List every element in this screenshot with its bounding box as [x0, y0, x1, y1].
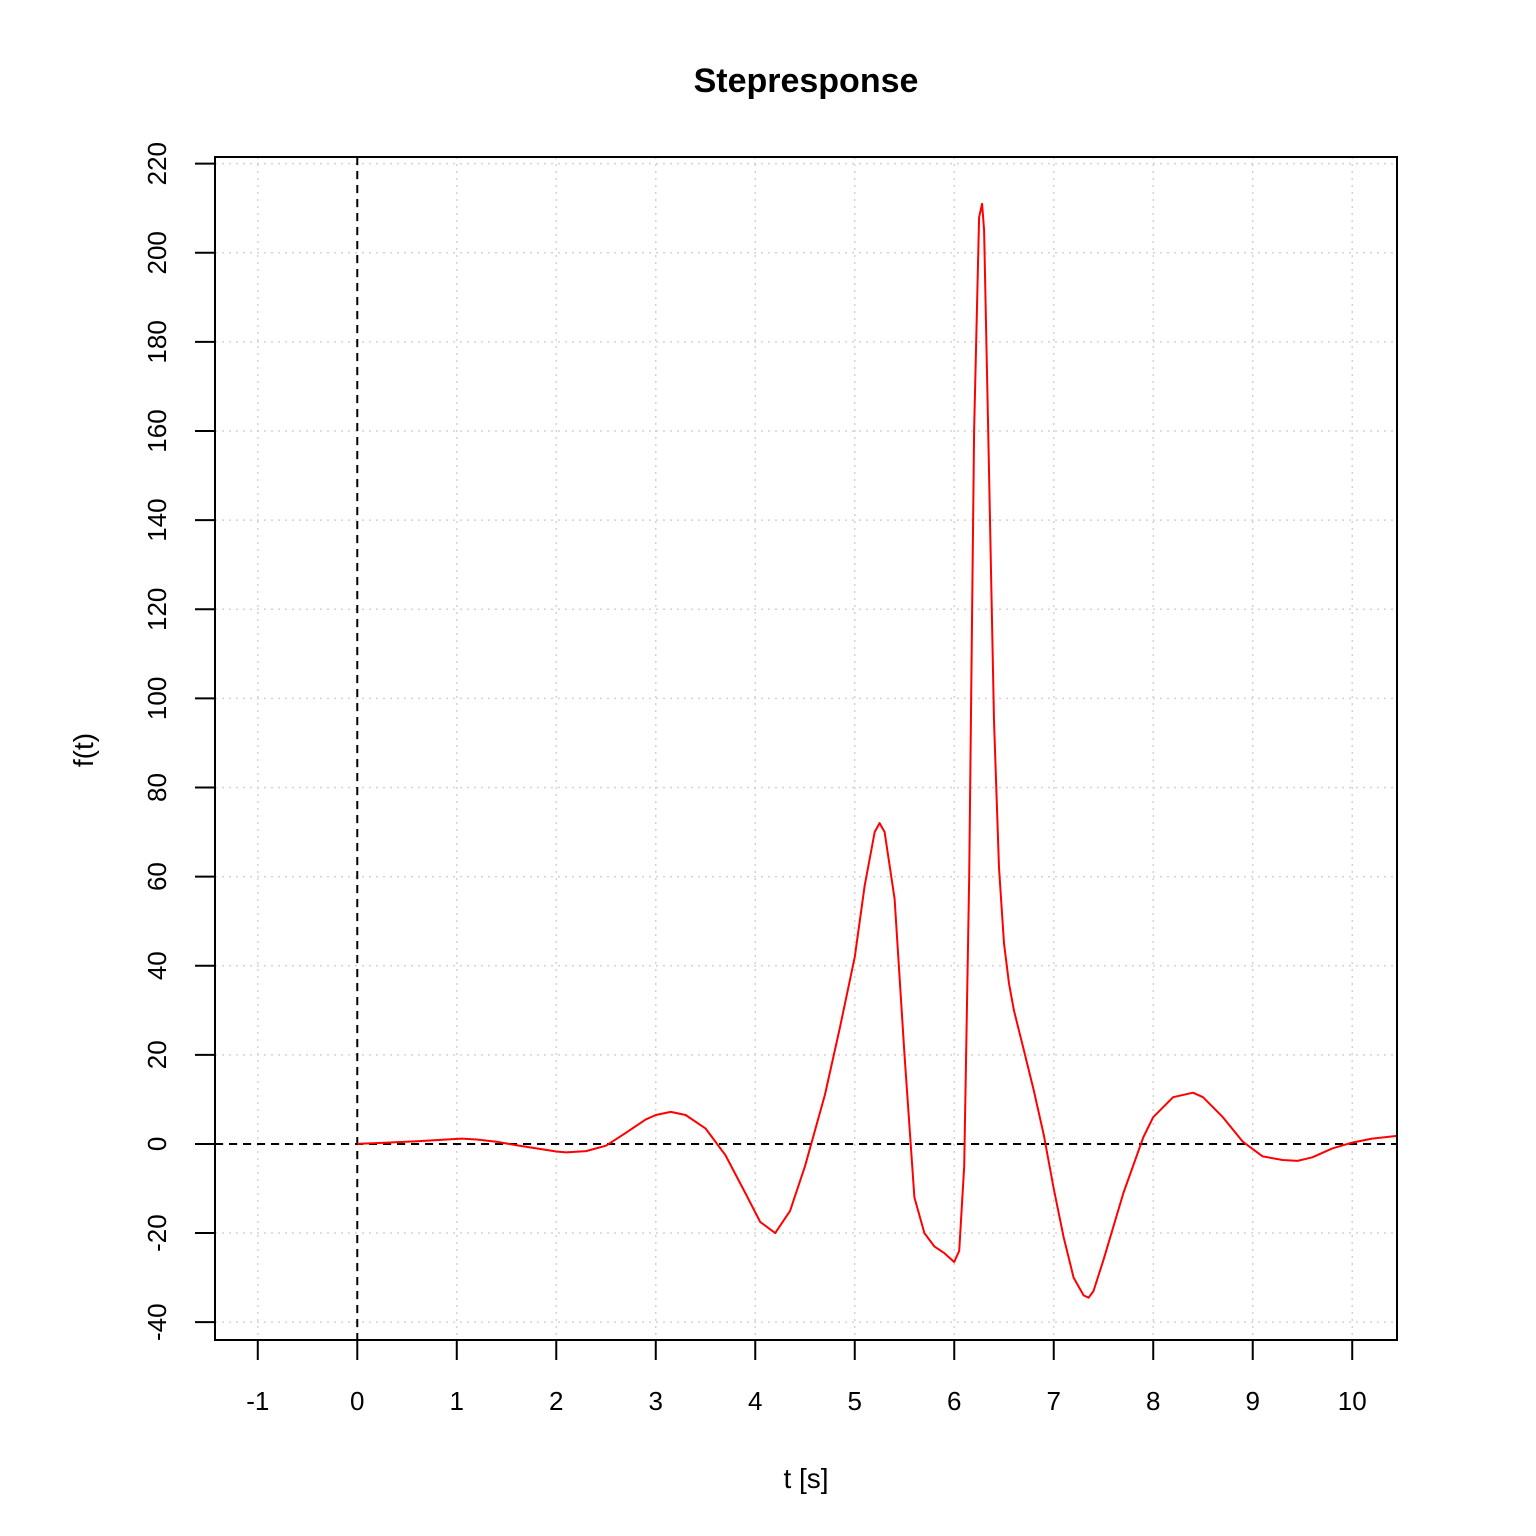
y-tick-label: 200	[142, 231, 172, 274]
y-tick-label: -20	[142, 1214, 172, 1252]
y-tick-label: 160	[142, 409, 172, 452]
y-tick-label: 0	[142, 1137, 172, 1151]
x-tick-label: 6	[947, 1386, 961, 1416]
y-tick-label: 80	[142, 773, 172, 802]
x-tick-label: 8	[1146, 1386, 1160, 1416]
x-tick-label: 10	[1338, 1386, 1367, 1416]
y-tick-label: 180	[142, 320, 172, 363]
chart-title: Stepresponse	[694, 62, 919, 100]
y-axis: -40 -20 0 20 40 60 80 100 120 140 160 180 200 220	[142, 142, 216, 1341]
x-tick-label: 0	[350, 1386, 364, 1416]
y-tick-label: 140	[142, 498, 172, 541]
y-tick-label: 60	[142, 862, 172, 891]
y-tick-label: 220	[142, 142, 172, 185]
x-axis: -1 0 1 2 3 4 5 6 7 8 9 10	[246, 1339, 1367, 1416]
y-tick-label: 40	[142, 951, 172, 980]
reference-lines	[215, 157, 1397, 1340]
x-axis-label: t [s]	[783, 1463, 828, 1494]
y-axis-label: f(t)	[68, 733, 99, 767]
x-tick-label: 5	[848, 1386, 862, 1416]
x-tick-label: 7	[1047, 1386, 1061, 1416]
x-tick-label: 9	[1245, 1386, 1259, 1416]
x-tick-label: 3	[649, 1386, 663, 1416]
x-tick-label: -1	[246, 1386, 269, 1416]
y-tick-label: 20	[142, 1040, 172, 1069]
series-line	[357, 202, 1398, 1299]
y-tick-label: 120	[142, 588, 172, 631]
x-tick-label: 4	[748, 1386, 762, 1416]
x-tick-label: 1	[450, 1386, 464, 1416]
x-tick-label: 2	[549, 1386, 563, 1416]
series-layer	[357, 202, 1398, 1299]
y-tick-label: 100	[142, 677, 172, 720]
y-tick-label: -40	[142, 1303, 172, 1341]
grid	[215, 157, 1397, 1340]
